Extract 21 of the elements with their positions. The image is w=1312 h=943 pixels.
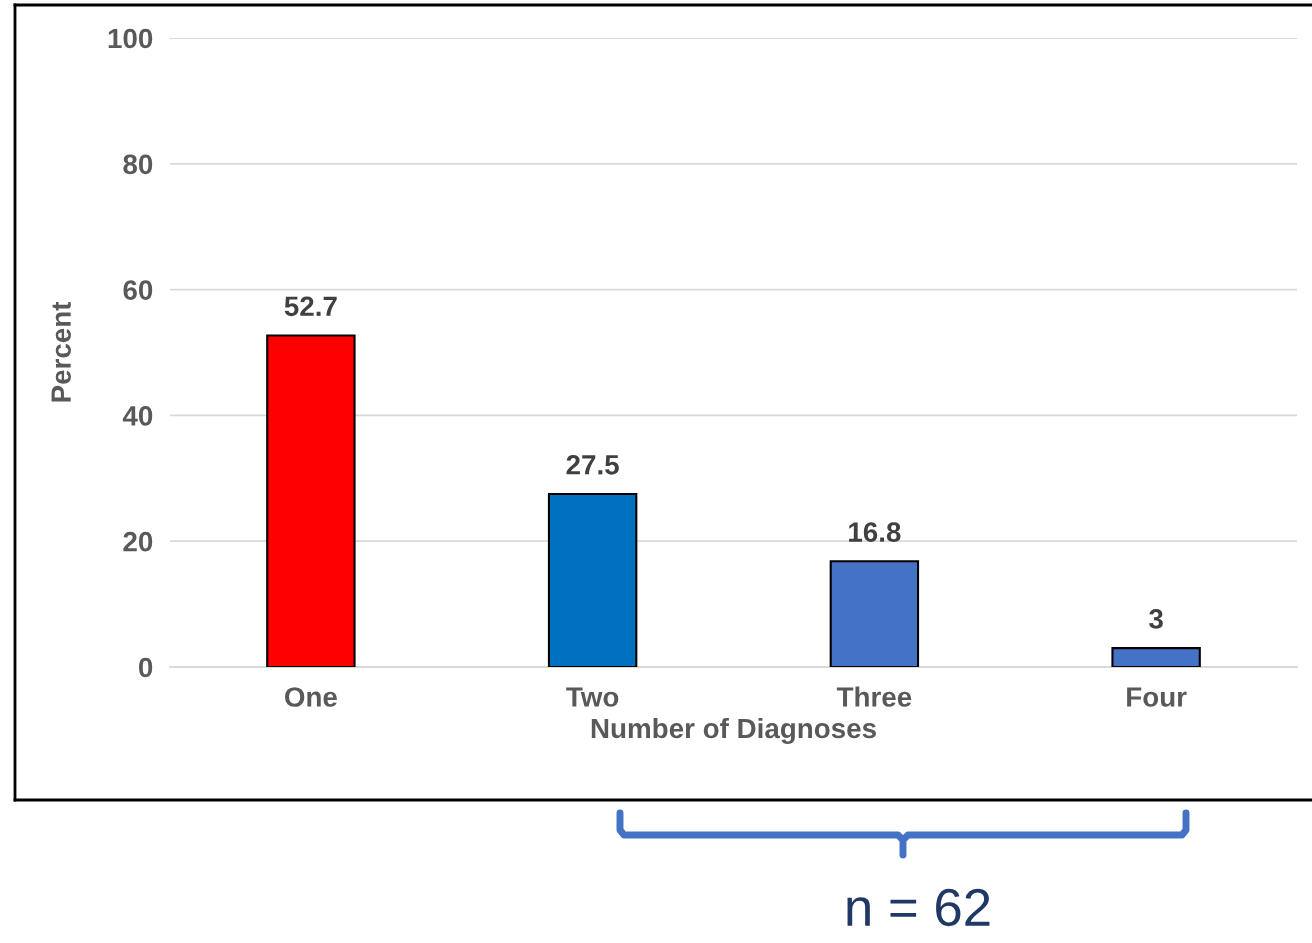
- data-label: 16.8: [849, 522, 901, 542]
- bar: [829, 560, 920, 667]
- y-tick-label: 0: [138, 657, 153, 678]
- bar: [266, 334, 356, 667]
- x-axis-title: Number of Diagnoses: [591, 717, 876, 744]
- y-tick-label: 40: [122, 406, 153, 426]
- text: n = 62: [847, 888, 990, 927]
- data-label: 3: [1149, 609, 1163, 629]
- y-tick-label: 80: [123, 154, 153, 175]
- bar: [547, 492, 638, 667]
- y-tick-label: 20: [123, 531, 153, 552]
- bar: [1111, 647, 1201, 667]
- x-tick-label: Three: [836, 686, 912, 707]
- y-axis-title: Percent: [51, 301, 71, 402]
- y-tick-label: 60: [123, 280, 153, 300]
- x-tick-label: Two: [566, 687, 619, 707]
- data-label: 27.5: [566, 454, 619, 475]
- y-tick-label: 100: [108, 28, 153, 49]
- x-tick-label: Four: [1127, 687, 1187, 707]
- data-label: 52.7: [284, 296, 337, 317]
- x-tick-label: One: [285, 687, 337, 707]
